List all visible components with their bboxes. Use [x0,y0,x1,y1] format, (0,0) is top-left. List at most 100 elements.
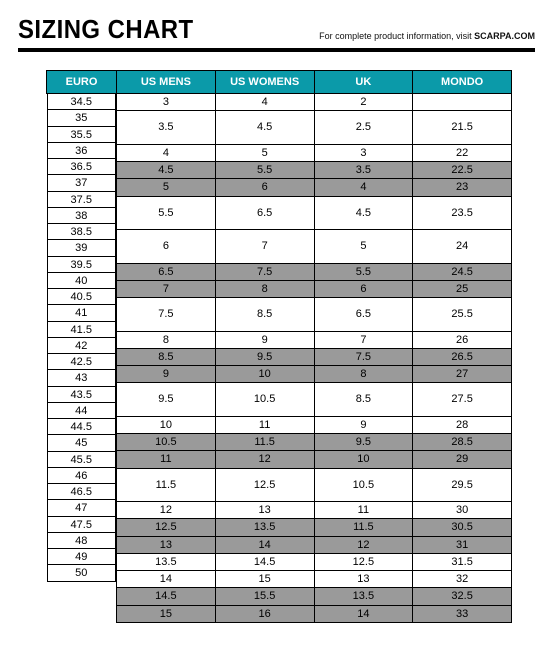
euro-size-cell: 34.5 [47,94,117,110]
cell-uk: 3 [314,144,413,161]
cell-us_womens: 14.5 [215,553,314,570]
table-row: 4.55.53.522.5 [47,162,512,179]
cell-uk: 8 [314,366,413,383]
euro-size-cell: 41.5 [47,322,117,338]
euro-size-cell: 45 [47,435,117,451]
table-row: 3.54.52.521.5 [47,111,512,145]
table-row: 45322 [47,144,512,161]
cell-uk: 5.5 [314,263,413,280]
cell-us_womens: 6.5 [215,196,314,230]
cell-us_mens: 14.5 [117,588,216,605]
sizing-chart-table: EURO US MENS US WOMENS UK MONDO 34.53535… [46,70,512,623]
col-header-euro: EURO [47,71,117,94]
cell-uk: 2 [314,94,413,111]
table-row: 14151332 [47,571,512,588]
table-row: 11121029 [47,451,512,468]
cell-mondo: 24 [413,230,512,264]
cell-us_mens: 3.5 [117,111,216,145]
cell-uk: 8.5 [314,383,413,417]
subtitle-text: For complete product information, visit [319,31,474,41]
euro-size-cell: 47.5 [47,517,117,533]
cell-mondo: 23 [413,179,512,196]
cell-us_womens: 7.5 [215,263,314,280]
cell-us_mens: 10 [117,416,216,433]
cell-uk: 5 [314,230,413,264]
euro-size-cell: 42.5 [47,354,117,370]
euro-size-cell: 37.5 [47,192,117,208]
cell-us_mens: 11.5 [117,468,216,502]
cell-us_womens: 9.5 [215,348,314,365]
cell-us_mens: 3 [117,94,216,111]
euro-size-cell: 45.5 [47,452,117,468]
cell-mondo: 32.5 [413,588,512,605]
table-row: 34.53535.53636.53737.53838.53939.54040.5… [47,94,512,111]
table-row: 56423 [47,179,512,196]
euro-size-cell: 47 [47,500,117,516]
table-row: 910827 [47,366,512,383]
euro-size-cell: 42 [47,338,117,354]
cell-us_womens: 11 [215,416,314,433]
cell-uk: 14 [314,605,413,622]
cell-mondo: 28 [413,416,512,433]
cell-us_mens: 12 [117,502,216,519]
cell-us_mens: 6.5 [117,263,216,280]
cell-us_womens: 13 [215,502,314,519]
cell-mondo: 33 [413,605,512,622]
cell-us_mens: 12.5 [117,519,216,536]
cell-mondo: 32 [413,571,512,588]
cell-mondo: 30 [413,502,512,519]
cell-us_mens: 4 [117,144,216,161]
euro-size-cell: 44 [47,403,117,419]
cell-us_womens: 4.5 [215,111,314,145]
euro-size-cell: 37 [47,175,117,191]
cell-mondo: 29 [413,451,512,468]
cell-mondo: 28.5 [413,434,512,451]
euro-size-cell: 35.5 [47,127,117,143]
cell-uk: 13.5 [314,588,413,605]
cell-us_womens: 9 [215,331,314,348]
cell-us_womens: 10 [215,366,314,383]
cell-us_mens: 9 [117,366,216,383]
table-row: 13.514.512.531.5 [47,553,512,570]
cell-mondo: 27.5 [413,383,512,417]
cell-uk: 6.5 [314,298,413,332]
euro-size-cell: 39.5 [47,257,117,273]
cell-mondo: 22.5 [413,162,512,179]
cell-us_womens: 6 [215,179,314,196]
table-row: 89726 [47,331,512,348]
cell-us_womens: 14 [215,536,314,553]
table-row: 8.59.57.526.5 [47,348,512,365]
cell-us_mens: 13 [117,536,216,553]
cell-us_mens: 11 [117,451,216,468]
cell-mondo: 31.5 [413,553,512,570]
cell-mondo: 25 [413,280,512,297]
euro-size-cell: 44.5 [47,419,117,435]
cell-uk: 13 [314,571,413,588]
cell-us_mens: 8.5 [117,348,216,365]
euro-size-cell: 46.5 [47,484,117,500]
cell-us_mens: 13.5 [117,553,216,570]
cell-uk: 10 [314,451,413,468]
euro-size-cell: 49 [47,549,117,565]
cell-uk: 4 [314,179,413,196]
cell-mondo: 30.5 [413,519,512,536]
table-row: 13141231 [47,536,512,553]
subtitle: For complete product information, visit … [319,31,535,45]
cell-mondo: 26.5 [413,348,512,365]
cell-mondo: 22 [413,144,512,161]
table-row: 15161433 [47,605,512,622]
cell-us_womens: 13.5 [215,519,314,536]
cell-us_mens: 10.5 [117,434,216,451]
cell-us_womens: 11.5 [215,434,314,451]
table-row: 11.512.510.529.5 [47,468,512,502]
cell-us_mens: 8 [117,331,216,348]
table-row: 67524 [47,230,512,264]
cell-mondo: 23.5 [413,196,512,230]
euro-size-cell: 38 [47,208,117,224]
cell-uk: 12 [314,536,413,553]
cell-uk: 12.5 [314,553,413,570]
cell-us_mens: 7 [117,280,216,297]
euro-size-cell: 43 [47,370,117,386]
euro-size-cell: 40.5 [47,289,117,305]
table-row: 6.57.55.524.5 [47,263,512,280]
